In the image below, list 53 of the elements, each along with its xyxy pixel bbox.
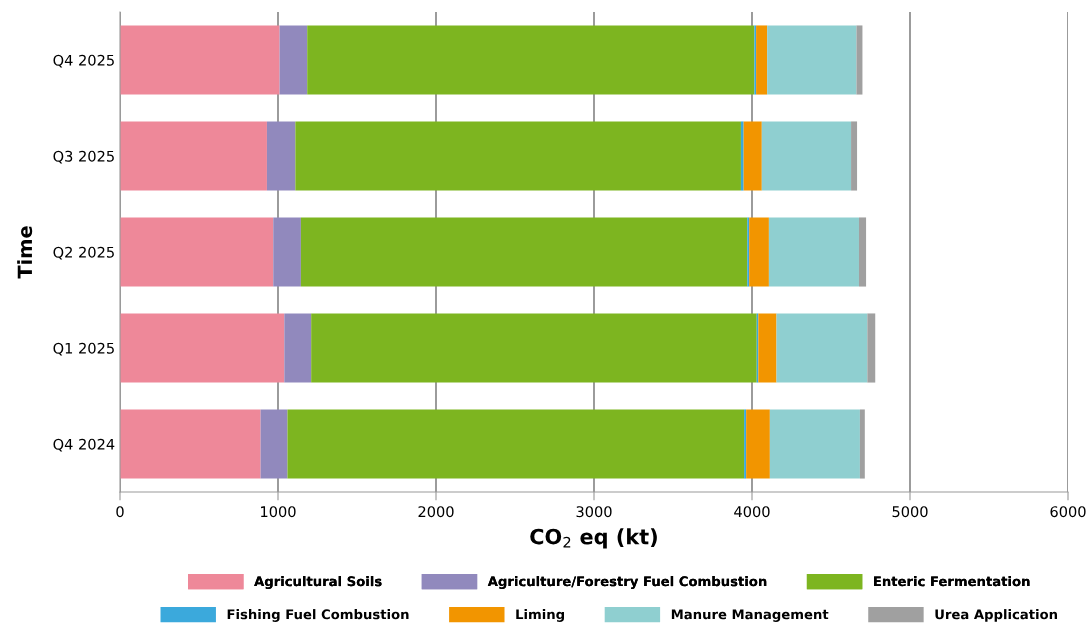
- x-tick-label: 6000: [1050, 506, 1086, 518]
- bar: [768, 217, 859, 287]
- bar: [311, 313, 757, 383]
- bar: [120, 409, 261, 479]
- x-tick-label: 5000: [892, 506, 928, 518]
- bar: [287, 409, 745, 479]
- bar: [856, 25, 863, 95]
- y-tick-label: Q2 2025: [53, 246, 114, 260]
- legend-label: Urea Application: [935, 609, 1058, 622]
- bar: [120, 25, 280, 95]
- bar: [776, 313, 868, 383]
- bar: [120, 313, 285, 383]
- bar: [867, 313, 876, 383]
- legend-label: Agricultural Soils: [254, 576, 382, 589]
- bar: [746, 409, 770, 479]
- y-tick-label: Q3 2025: [53, 150, 114, 164]
- bar: [295, 121, 741, 191]
- bar: [120, 217, 274, 287]
- x-tick-label: 3000: [576, 506, 612, 518]
- y-axis-title: Time: [17, 226, 33, 279]
- legend-label: Enteric Fermentation: [874, 576, 1030, 587]
- bar: [740, 121, 744, 191]
- bar: [851, 121, 858, 191]
- bar: [859, 409, 865, 479]
- x-tick-label: 2000: [418, 506, 454, 518]
- bar: [260, 409, 288, 479]
- bar: [749, 217, 769, 287]
- bar: [279, 25, 308, 95]
- x-axis-title: CO$_{2}$ eq (kt): [530, 528, 657, 549]
- y-tick-label: Q1 2025: [53, 342, 114, 356]
- bar: [758, 313, 777, 383]
- y-tick-label: Q4 2025: [53, 54, 114, 68]
- bar: [284, 313, 312, 383]
- bar: [307, 25, 755, 95]
- bar: [743, 121, 762, 191]
- legend-label: Manure Management: [671, 609, 829, 622]
- x-tick-label: 1000: [261, 506, 296, 518]
- bar: [744, 409, 747, 479]
- y-tick-label: Q4 2024: [53, 438, 115, 452]
- x-tick-label: 4000: [734, 506, 770, 518]
- bar: [767, 25, 857, 95]
- x-tick-label: 0: [116, 506, 124, 518]
- bar: [273, 217, 301, 287]
- bar: [300, 217, 748, 287]
- legend-label: Liming: [516, 609, 564, 622]
- legend-label: Fishing Fuel Combustion: [227, 609, 409, 622]
- bar: [756, 25, 768, 95]
- legend-label: Agriculture/Forestry Fuel Combustion: [487, 576, 767, 589]
- bar: [858, 217, 867, 287]
- bar: [769, 409, 860, 479]
- bar: [120, 121, 267, 191]
- bar: [266, 121, 296, 191]
- bar: [761, 121, 852, 191]
